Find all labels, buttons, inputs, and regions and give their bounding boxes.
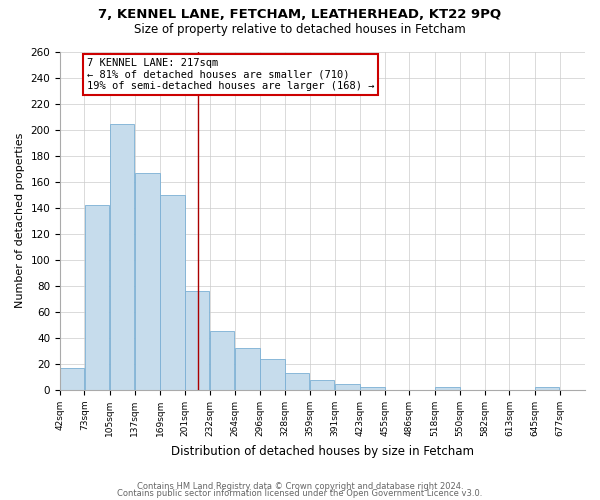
Bar <box>435 388 460 390</box>
Bar <box>85 205 109 390</box>
X-axis label: Distribution of detached houses by size in Fetcham: Distribution of detached houses by size … <box>171 444 474 458</box>
Bar <box>335 384 359 390</box>
Bar <box>185 291 209 390</box>
Bar <box>360 388 385 390</box>
Bar <box>110 124 134 390</box>
Y-axis label: Number of detached properties: Number of detached properties <box>15 133 25 308</box>
Bar <box>286 373 309 390</box>
Bar <box>260 359 285 390</box>
Bar <box>235 348 260 390</box>
Bar <box>135 172 160 390</box>
Text: Size of property relative to detached houses in Fetcham: Size of property relative to detached ho… <box>134 22 466 36</box>
Text: Contains HM Land Registry data © Crown copyright and database right 2024.: Contains HM Land Registry data © Crown c… <box>137 482 463 491</box>
Bar <box>160 194 185 390</box>
Bar <box>61 368 84 390</box>
Text: 7 KENNEL LANE: 217sqm
← 81% of detached houses are smaller (710)
19% of semi-det: 7 KENNEL LANE: 217sqm ← 81% of detached … <box>87 58 374 91</box>
Bar <box>210 332 235 390</box>
Bar <box>310 380 334 390</box>
Text: Contains public sector information licensed under the Open Government Licence v3: Contains public sector information licen… <box>118 490 482 498</box>
Bar <box>535 388 559 390</box>
Text: 7, KENNEL LANE, FETCHAM, LEATHERHEAD, KT22 9PQ: 7, KENNEL LANE, FETCHAM, LEATHERHEAD, KT… <box>98 8 502 20</box>
